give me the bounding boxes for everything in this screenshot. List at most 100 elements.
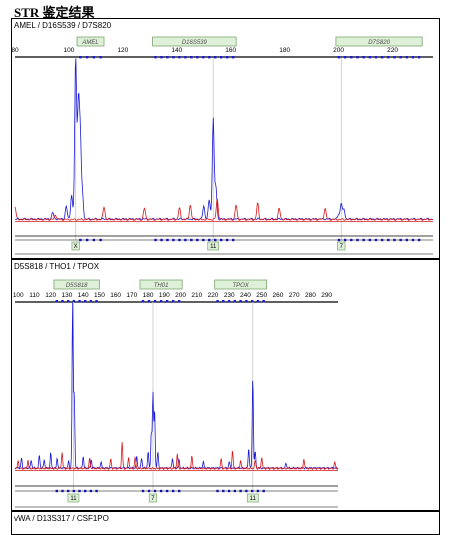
x-tick-label: 180 [279,47,290,54]
bin-dot [362,56,365,59]
bin-dot [184,56,187,59]
marker-box [53,279,100,290]
bin-dot [399,56,402,59]
bin-dot [92,56,96,59]
marker-label: TPOX [232,283,249,289]
bin-dot [141,300,145,303]
bin-dot [95,300,98,303]
allele-label: 7 [340,244,344,250]
bin-dot [160,56,163,59]
allele-label: X [74,244,78,250]
bin-dot [61,300,64,303]
x-tick-label: 270 [289,292,300,299]
bin-dot [220,56,223,59]
x-tick-label: 140 [78,292,89,299]
red-trace-line [14,198,434,221]
bin-dot [72,300,76,303]
bin-dot [171,300,175,303]
bin-dot [411,56,415,59]
bin-dot [83,300,87,303]
panel-1-label: AMEL / D16S539 / D7S820 [14,21,112,30]
allele-label: 7 [151,496,155,502]
bin-dot [99,56,102,59]
bin-dot [85,56,89,59]
panel-3-label: vWA / D13S317 / CSF1PO [14,514,109,523]
allele-label: 11 [250,496,257,502]
bin-dot [78,300,81,303]
red-trace-line [14,441,339,471]
marker-box [139,279,183,290]
allele-label: 11 [210,244,217,250]
allele-box [67,493,80,503]
bin-dot [387,56,390,59]
x-tick-label: 160 [225,47,236,54]
bin-dot [262,300,265,303]
x-tick-label: 190 [159,292,170,299]
allele-box [148,493,158,503]
bin-dot [166,56,169,59]
allele-box [71,241,80,251]
bin-dot [202,56,205,59]
panel-2-label: D5S818 / THO1 / TPOX [14,262,100,271]
bin-dot [356,56,359,59]
panel-outline-1 [11,18,440,259]
marker-label: D16S539 [182,40,208,46]
x-tick-label: 200 [333,47,344,54]
x-tick-label: 100 [64,47,75,54]
bin-dot [66,300,70,303]
allele-box [337,241,346,251]
x-tick-label: 140 [171,47,182,54]
bin-dot [239,300,242,303]
bin-dot [208,56,211,59]
marker-box [76,36,105,47]
bin-dot [172,56,175,59]
bin-dot [147,300,151,303]
bin-dot [177,300,181,303]
x-tick-label: 220 [387,47,398,54]
bin-dot [417,56,421,59]
bin-dot [250,300,254,303]
x-tick-label: 130 [62,292,73,299]
bin-dot [393,56,396,59]
bin-dot [196,56,199,59]
bin-dot [55,300,58,303]
bin-dot [380,56,384,59]
bin-dot [190,56,193,59]
x-tick-label: 220 [208,292,219,299]
x-tick-label: 200 [175,292,186,299]
bin-dot [153,300,157,303]
marker-label: D5S818 [66,283,88,289]
marker-box [214,279,267,290]
bin-dot [256,300,260,303]
x-tick-label: 250 [256,292,267,299]
bin-dot [165,300,169,303]
marker-label: D7S820 [368,40,390,46]
allele-label: 11 [70,496,77,502]
x-tick-label: 230 [224,292,235,299]
x-tick-label: 120 [117,47,128,54]
bin-dot [374,56,378,59]
x-tick-label: 110 [29,292,40,299]
x-tick-label: 290 [321,292,332,299]
bin-dot [245,300,248,303]
x-tick-label: 210 [191,292,202,299]
allele-box [207,241,220,251]
x-tick-label: 100 [13,292,24,299]
bin-dot [79,56,82,59]
bin-dot [214,56,217,59]
x-tick-label: 120 [45,292,56,299]
bin-dot [368,56,372,59]
bin-dot [227,300,231,303]
x-tick-label: 170 [126,292,137,299]
bin-dot [231,56,235,59]
x-tick-label: 260 [273,292,284,299]
page-title: STR 鉴定结果 [14,5,95,20]
x-tick-label: 80 [11,47,19,54]
x-tick-label: 180 [143,292,154,299]
bin-dot [178,56,181,59]
x-tick-label: 280 [305,292,316,299]
bin-dot [225,56,229,59]
marker-label: TH01 [154,283,169,289]
marker-box [335,36,423,47]
